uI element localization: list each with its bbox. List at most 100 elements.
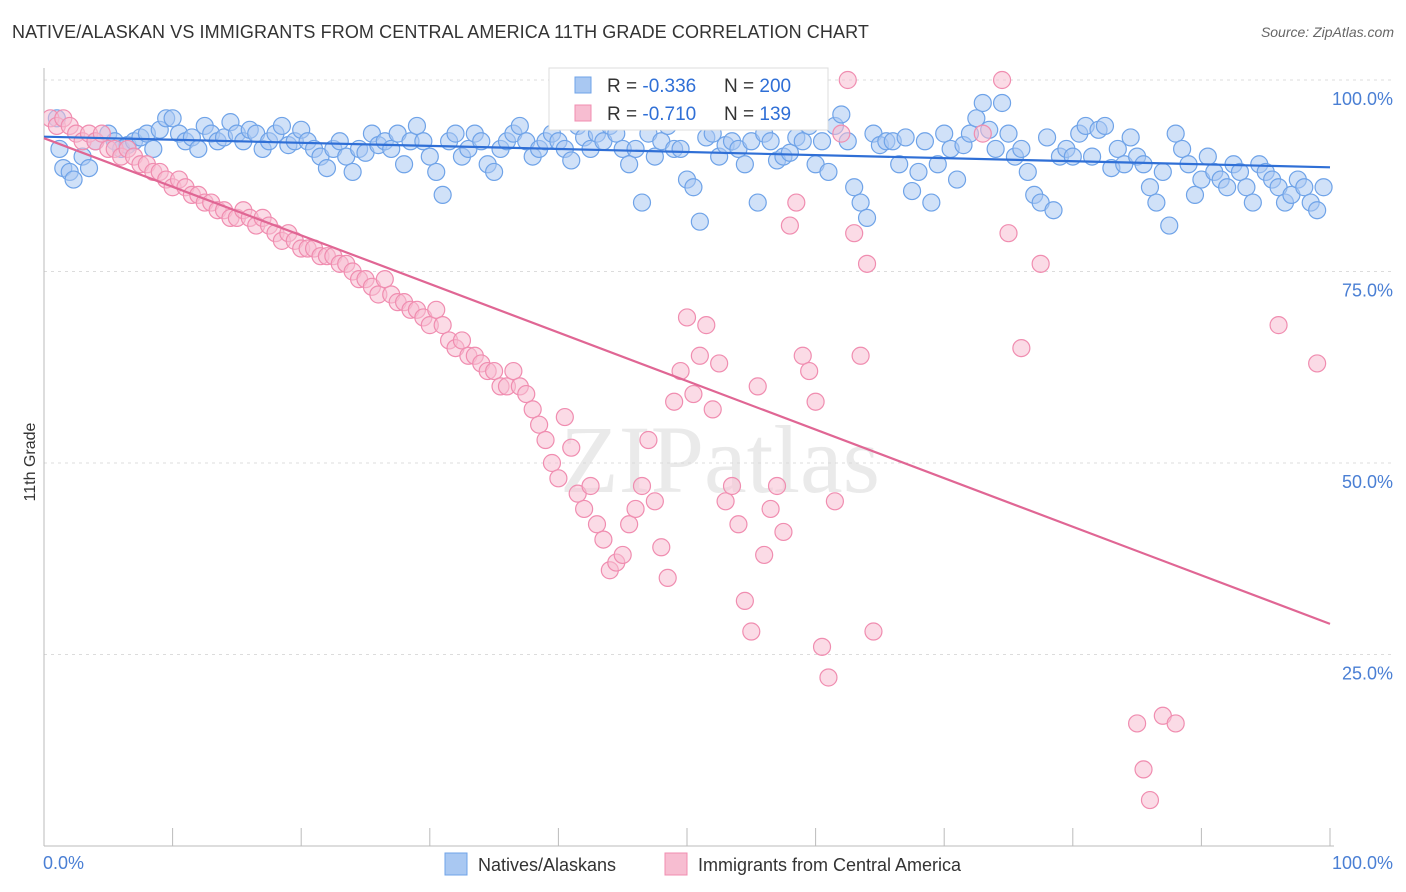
point-natives: [632, 193, 652, 212]
point-immigrants: [793, 346, 812, 365]
point-immigrants: [761, 499, 780, 519]
point-natives: [1308, 201, 1327, 220]
trend-line-natives: [43, 135, 1331, 169]
point-immigrants: [530, 415, 549, 434]
point-immigrants: [645, 492, 664, 511]
point-immigrants: [774, 522, 793, 542]
point-immigrants: [703, 400, 722, 419]
point-immigrants: [722, 476, 742, 496]
point-immigrants: [806, 392, 825, 411]
point-immigrants: [485, 361, 504, 381]
point-natives: [1012, 139, 1031, 159]
point-natives: [485, 162, 504, 182]
point-natives: [1037, 128, 1057, 147]
point-immigrants: [748, 377, 767, 396]
point-immigrants: [549, 469, 568, 488]
stats-r-label: R =: [607, 76, 642, 97]
point-immigrants: [800, 361, 819, 381]
x-tick-label: 100.0%: [1332, 853, 1393, 873]
stats-n-natives: 200: [759, 76, 791, 97]
point-natives: [1314, 178, 1333, 197]
point-natives: [1243, 193, 1262, 212]
trend-line-immigrants: [43, 137, 1331, 625]
point-immigrants: [716, 492, 735, 511]
point-immigrants: [613, 545, 632, 565]
point-immigrants: [787, 193, 806, 212]
series-immigrants-points: [44, 70, 1327, 810]
point-natives: [343, 162, 362, 182]
stats-legend: R = -0.336 N = 200 R = -0.710 N = 139: [548, 67, 829, 131]
point-natives: [947, 170, 967, 189]
point-immigrants: [697, 316, 716, 335]
point-natives: [890, 155, 909, 174]
point-immigrants: [452, 331, 472, 350]
point-natives: [446, 124, 465, 143]
stats-n-immigrants: 139: [759, 104, 791, 125]
point-natives: [1173, 139, 1192, 159]
point-immigrants: [536, 430, 555, 450]
y-tick-label: 25.0%: [1342, 664, 1393, 684]
point-natives: [1018, 162, 1037, 182]
legend-label-natives[interactable]: Natives/Alaskans: [478, 855, 616, 875]
point-natives: [967, 109, 986, 128]
point-immigrants: [620, 515, 639, 534]
point-natives: [510, 116, 529, 136]
svg-text:R = -0.336: R = -0.336: [607, 76, 696, 97]
point-immigrants: [504, 361, 523, 381]
y-tick-label: 50.0%: [1342, 472, 1393, 492]
svg-text:N = 139: N = 139: [724, 104, 791, 125]
point-immigrants: [665, 392, 684, 411]
point-immigrants: [729, 515, 748, 534]
point-immigrants: [1269, 316, 1288, 335]
point-immigrants: [375, 270, 394, 289]
point-natives: [1218, 178, 1237, 197]
point-natives: [812, 132, 832, 151]
point-natives: [1108, 139, 1127, 159]
point-natives: [909, 162, 928, 182]
point-immigrants: [690, 346, 709, 365]
stats-r-label: R =: [607, 104, 642, 125]
stats-r-immigrants: -0.710: [642, 104, 696, 125]
chart-source: Source: ZipAtlas.com: [1260, 24, 1394, 40]
point-natives: [851, 193, 870, 212]
point-natives: [163, 109, 182, 128]
point-immigrants: [755, 545, 774, 565]
point-natives: [986, 139, 1005, 159]
point-natives: [562, 151, 581, 170]
point-immigrants: [845, 224, 864, 243]
stats-r-natives: -0.336: [642, 76, 696, 97]
point-immigrants: [1012, 339, 1031, 358]
x-tick-labels: 0.0% 100.0%: [43, 853, 1393, 873]
point-immigrants: [575, 499, 594, 519]
point-natives: [1134, 155, 1153, 174]
point-natives: [433, 185, 452, 204]
point-natives: [748, 193, 767, 212]
svg-text:N = 200: N = 200: [724, 76, 791, 97]
legend-swatch-immigrants[interactable]: [664, 852, 688, 876]
point-natives: [1095, 116, 1115, 136]
point-natives: [1140, 178, 1160, 197]
point-natives: [1044, 201, 1063, 220]
point-immigrants: [639, 430, 658, 450]
point-natives: [64, 170, 83, 189]
point-natives: [407, 116, 427, 136]
point-natives: [671, 139, 690, 159]
legend-swatch-natives[interactable]: [444, 852, 468, 876]
point-natives: [427, 162, 446, 182]
point-natives: [1198, 147, 1217, 166]
point-immigrants: [562, 438, 581, 457]
point-natives: [935, 124, 954, 143]
point-natives: [79, 158, 99, 178]
point-immigrants: [1134, 760, 1153, 779]
point-immigrants: [626, 499, 645, 519]
point-immigrants: [433, 316, 452, 335]
point-immigrants: [523, 400, 542, 419]
point-natives: [690, 212, 709, 231]
point-natives: [382, 139, 401, 159]
point-immigrants: [999, 224, 1018, 243]
point-natives: [620, 155, 639, 174]
point-natives: [1295, 178, 1314, 197]
point-immigrants: [652, 538, 671, 557]
legend-label-immigrants[interactable]: Immigrants from Central America: [698, 855, 962, 875]
x-tick-label: 0.0%: [43, 853, 84, 873]
